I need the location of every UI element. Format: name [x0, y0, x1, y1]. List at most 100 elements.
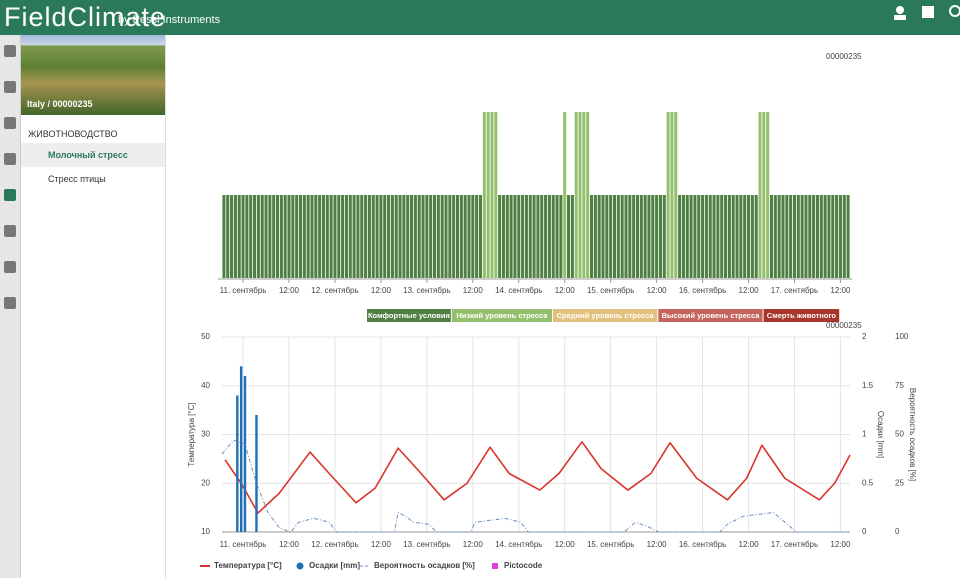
- bar: [287, 195, 291, 278]
- x-tick-label: 12:00: [555, 540, 576, 549]
- header: FieldClimate by Pessl Instruments: [0, 0, 960, 35]
- bar: [827, 195, 831, 278]
- bar: [425, 195, 429, 278]
- bar: [398, 195, 402, 278]
- bar: [574, 112, 578, 278]
- bar: [306, 195, 310, 278]
- x-tick-label: 12:00: [647, 540, 668, 549]
- x-tick-label: 15. сентябрь: [587, 540, 634, 549]
- bar: [253, 195, 257, 278]
- bar: [762, 112, 766, 278]
- bar: [352, 195, 356, 278]
- bar: [743, 195, 747, 278]
- x-tick-label: 13. сентябрь: [403, 286, 450, 295]
- bar: [348, 195, 352, 278]
- bar: [421, 195, 425, 278]
- bar: [501, 195, 505, 278]
- bar: [490, 112, 494, 278]
- bar: [276, 195, 280, 278]
- bar: [697, 195, 701, 278]
- station-image: Italy / 00000235: [21, 35, 165, 115]
- x-tick-label: 16. сентябрь: [679, 286, 726, 295]
- y-tick-label: 50: [201, 332, 210, 341]
- header-icons: [894, 5, 960, 20]
- bar: [440, 195, 444, 278]
- bar: [624, 195, 628, 278]
- station-label: 00000235: [826, 321, 862, 330]
- bar: [812, 195, 816, 278]
- bar: [544, 195, 548, 278]
- bar: [279, 195, 283, 278]
- bar: [773, 195, 777, 278]
- bar: [417, 195, 421, 278]
- bar: [635, 195, 639, 278]
- bar: [643, 195, 647, 278]
- station-label: 00000235: [826, 52, 862, 61]
- bar: [337, 195, 341, 278]
- bar: [444, 195, 448, 278]
- bar: [513, 195, 517, 278]
- bar: [547, 195, 551, 278]
- bar: [532, 195, 536, 278]
- x-tick-label: 13. сентябрь: [403, 540, 450, 549]
- x-tick-label: 12. сентябрь: [311, 540, 358, 549]
- legend-swatch: [451, 309, 552, 322]
- bar: [241, 195, 245, 278]
- bar: [735, 195, 739, 278]
- axis-title: Вероятность осадков [%]: [908, 388, 917, 481]
- x-tick-label: 12:00: [463, 286, 484, 295]
- bar: [367, 195, 371, 278]
- x-tick-label: 12:00: [279, 540, 300, 549]
- bar: [559, 195, 563, 278]
- y2-tick-label: 2: [862, 332, 867, 341]
- bar: [256, 195, 260, 278]
- bar: [402, 195, 406, 278]
- bar: [528, 195, 532, 278]
- temperature-line: [224, 441, 851, 514]
- x-tick-label: 15. сентябрь: [587, 286, 634, 295]
- bar: [777, 195, 781, 278]
- y-tick-label: 10: [201, 527, 210, 536]
- bar: [482, 112, 486, 278]
- bar: [739, 195, 743, 278]
- brand[interactable]: FieldClimate: [4, 2, 167, 32]
- y2-tick-label: 1: [862, 430, 867, 439]
- bar: [681, 195, 685, 278]
- menu-item[interactable]: Стресс птицы: [48, 174, 106, 184]
- bar: [590, 195, 594, 278]
- bar: [383, 195, 387, 278]
- bar: [471, 195, 475, 278]
- bar: [792, 195, 796, 278]
- bar: [298, 195, 303, 278]
- bar: [846, 195, 850, 278]
- bar: [704, 195, 708, 278]
- bar: [758, 112, 762, 278]
- bar: [800, 195, 804, 278]
- bar: [283, 195, 287, 278]
- bar: [524, 195, 528, 278]
- precip-bar: [243, 376, 247, 532]
- bar: [222, 195, 226, 278]
- legend-label: Осадки [mm]: [309, 561, 360, 570]
- y3-tick-label: 75: [895, 381, 904, 390]
- x-tick-label: 12. сентябрь: [311, 286, 358, 295]
- bar: [769, 195, 774, 278]
- bar: [578, 112, 582, 278]
- bar: [815, 195, 819, 278]
- bar: [563, 112, 567, 278]
- bar: [272, 195, 276, 278]
- bar: [379, 195, 383, 278]
- bar: [551, 195, 555, 278]
- x-tick-label: 12:00: [830, 540, 851, 549]
- y2-tick-label: 0.5: [862, 478, 874, 487]
- section: ЖИВОТНОВОДСТВО: [28, 129, 118, 139]
- bar: [689, 195, 693, 278]
- bar: [658, 195, 662, 278]
- bar: [302, 195, 306, 278]
- bar: [321, 195, 325, 278]
- bar: [831, 195, 835, 278]
- bar: [237, 195, 241, 278]
- bar: [249, 195, 253, 278]
- menu-item[interactable]: Молочный стресс: [21, 143, 165, 167]
- bar: [459, 195, 463, 278]
